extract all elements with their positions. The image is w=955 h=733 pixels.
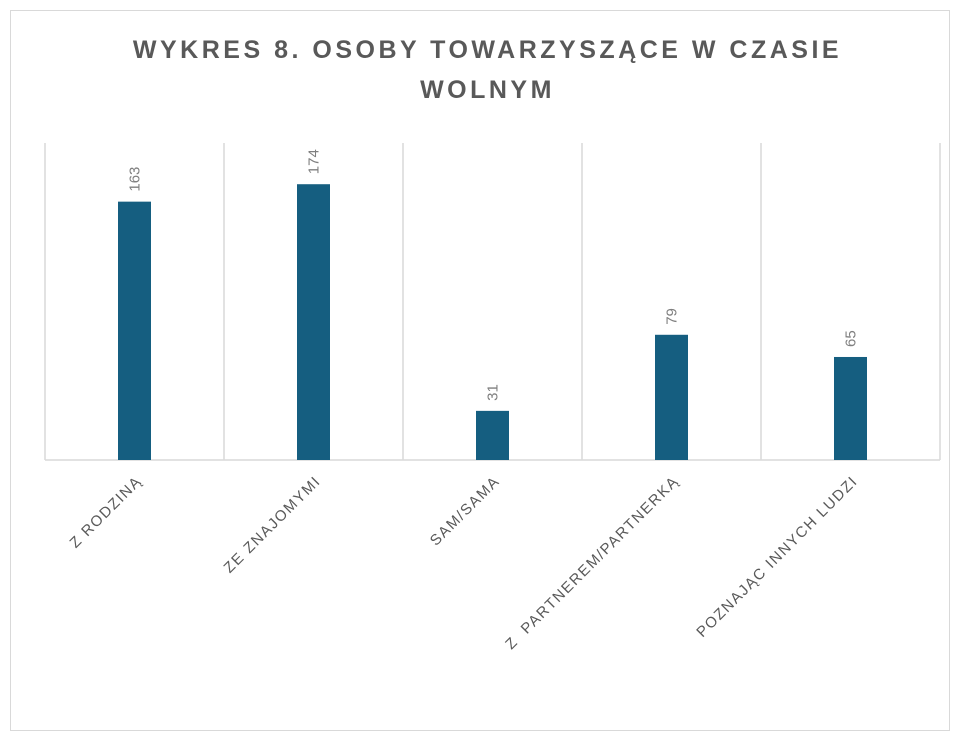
bar bbox=[297, 184, 330, 460]
data-label: 79 bbox=[664, 308, 681, 325]
chart-title: WYKRES 8. OSOBY TOWARZYSZĄCE W CZASIE WO… bbox=[132, 36, 843, 104]
x-tick-label: SAM/SAMA bbox=[427, 473, 504, 550]
bar bbox=[655, 334, 688, 460]
bar bbox=[476, 410, 509, 460]
x-tick-label: Z RODZINĄ bbox=[67, 473, 146, 552]
chart-border bbox=[10, 10, 950, 731]
x-tick-label: ZE ZNAJOMYMI bbox=[221, 473, 325, 577]
data-label: 174 bbox=[306, 149, 323, 174]
x-tick-label: Z PARTNEREM/PARTNERKĄ bbox=[502, 473, 682, 653]
data-label: 163 bbox=[127, 167, 144, 192]
bar bbox=[834, 356, 867, 460]
data-label: 31 bbox=[485, 384, 502, 401]
bar bbox=[118, 201, 151, 460]
data-label: 65 bbox=[843, 330, 860, 347]
x-tick-label: POZNAJĄC INNYCH LUDZI bbox=[693, 473, 861, 641]
